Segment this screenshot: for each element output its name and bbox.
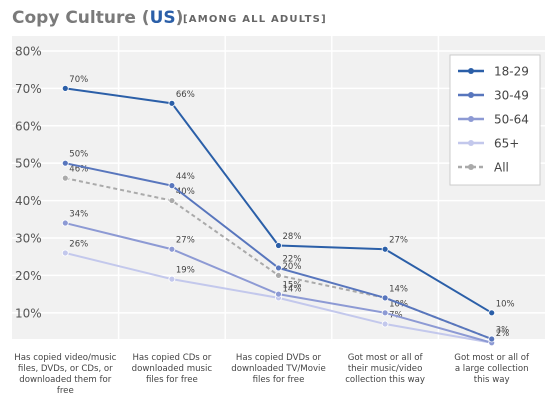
data-point bbox=[275, 242, 282, 249]
value-label: 10% bbox=[389, 299, 408, 309]
value-label: 27% bbox=[389, 236, 408, 246]
chart-subtitle: [AMONG ALL ADULTS] bbox=[183, 14, 327, 25]
value-label: 34% bbox=[69, 210, 88, 220]
value-label: 27% bbox=[176, 236, 195, 246]
title-part: ) bbox=[176, 8, 184, 28]
x-tick-label: Got most or all of their music/video col… bbox=[345, 353, 425, 385]
value-label: 50% bbox=[69, 150, 88, 160]
legend-marker bbox=[468, 92, 474, 98]
legend-marker bbox=[468, 164, 474, 170]
x-tick-label: Got most or all of a large collection th… bbox=[454, 353, 530, 385]
chart-title: Copy Culture (US) bbox=[12, 8, 183, 28]
legend-label: All bbox=[494, 161, 509, 175]
y-tick-label: 50% bbox=[15, 157, 42, 171]
value-label: 20% bbox=[283, 262, 302, 272]
data-point bbox=[168, 275, 176, 283]
value-label: 70% bbox=[69, 75, 88, 85]
legend-label: 65+ bbox=[494, 137, 519, 151]
legend-label: 50-64 bbox=[494, 113, 529, 127]
value-label: 19% bbox=[176, 266, 195, 276]
data-point bbox=[488, 335, 496, 343]
data-point bbox=[168, 245, 176, 253]
y-tick-label: 30% bbox=[15, 232, 42, 246]
value-label: 44% bbox=[176, 172, 195, 182]
data-point bbox=[275, 272, 282, 279]
data-point bbox=[488, 309, 496, 317]
data-point bbox=[381, 245, 389, 253]
data-point bbox=[168, 99, 176, 107]
value-label: 10% bbox=[496, 299, 515, 309]
data-point bbox=[168, 182, 176, 190]
value-label: 40% bbox=[176, 187, 195, 197]
value-label: 2% bbox=[496, 329, 510, 339]
value-label: 28% bbox=[283, 232, 302, 242]
y-tick-label: 10% bbox=[15, 306, 42, 320]
y-tick-label: 70% bbox=[15, 82, 42, 96]
legend-marker bbox=[468, 140, 474, 146]
data-point bbox=[61, 249, 69, 257]
y-tick-label: 20% bbox=[15, 269, 42, 283]
value-label: 22% bbox=[283, 254, 302, 264]
value-label: 66% bbox=[176, 90, 195, 100]
data-point bbox=[381, 294, 389, 302]
value-label: 46% bbox=[69, 165, 88, 175]
data-point bbox=[61, 159, 69, 167]
value-label: 26% bbox=[69, 239, 88, 249]
data-point bbox=[275, 264, 282, 272]
y-tick-label: 40% bbox=[15, 194, 42, 208]
value-label: 14% bbox=[283, 284, 302, 294]
legend-label: 18-29 bbox=[494, 65, 529, 79]
value-label: 15% bbox=[283, 281, 302, 291]
data-point bbox=[381, 309, 389, 317]
title-part: US bbox=[150, 8, 176, 28]
data-point bbox=[61, 174, 69, 182]
title-part: Copy Culture ( bbox=[12, 8, 150, 28]
x-tick-label: Has copied DVDs or downloaded TV/Movie f… bbox=[231, 353, 326, 385]
legend-label: 30-49 bbox=[494, 89, 529, 103]
value-label: 3% bbox=[496, 326, 510, 336]
data-point bbox=[61, 84, 69, 92]
x-tick-label: Has copied CDs or downloaded music files… bbox=[131, 353, 213, 385]
value-label: 14% bbox=[389, 284, 408, 294]
legend-marker bbox=[468, 68, 474, 74]
y-tick-label: 60% bbox=[15, 119, 42, 133]
legend-marker bbox=[468, 116, 474, 122]
x-tick-label: Has copied video/music files, DVDs, or C… bbox=[14, 353, 117, 396]
y-tick-label: 80% bbox=[15, 44, 42, 58]
data-point bbox=[61, 219, 69, 227]
data-point bbox=[381, 320, 389, 328]
data-point bbox=[168, 197, 176, 204]
data-point bbox=[275, 290, 282, 298]
